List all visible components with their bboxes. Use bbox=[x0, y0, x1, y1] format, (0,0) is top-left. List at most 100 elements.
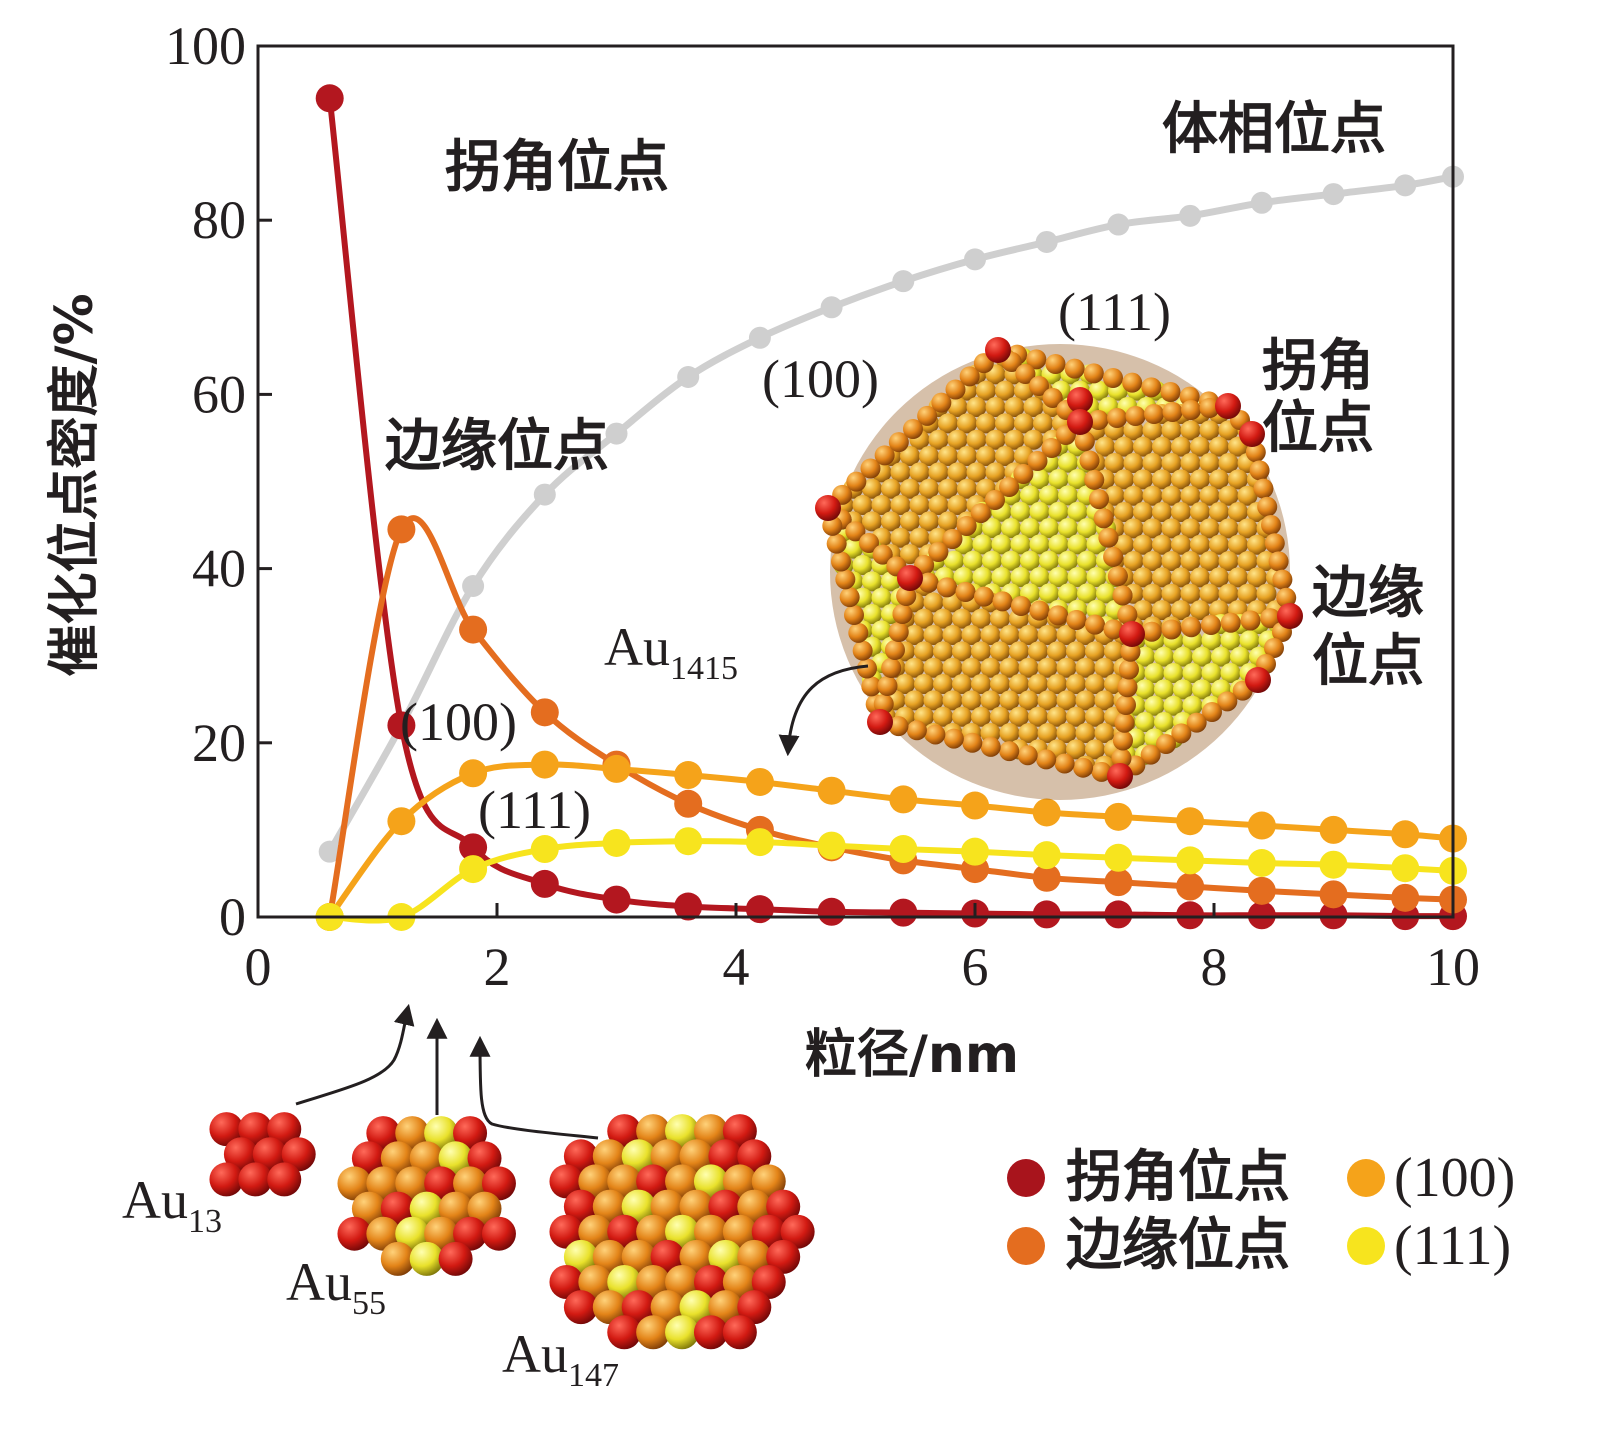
data-point bbox=[1320, 880, 1348, 908]
data-point bbox=[1033, 798, 1061, 826]
data-point bbox=[1394, 174, 1416, 196]
au55-cluster-illustration bbox=[337, 1116, 516, 1276]
y-tick-label: 60 bbox=[192, 364, 246, 424]
cluster-corner-atom bbox=[1277, 603, 1303, 629]
cluster-edge-atom bbox=[1046, 354, 1066, 374]
cluster-edge-atom bbox=[974, 587, 994, 607]
cluster-edge-atom bbox=[1161, 382, 1181, 402]
x-axis-title: 粒径/nm bbox=[805, 1025, 1019, 1085]
data-point bbox=[889, 899, 917, 927]
au147-label: Au147 bbox=[502, 1324, 619, 1394]
cluster-corner-atom bbox=[815, 495, 841, 521]
cluster-corner-atom bbox=[1067, 409, 1093, 435]
data-point bbox=[1176, 846, 1204, 874]
cluster-edge-atom bbox=[848, 623, 868, 643]
big-cluster-name: Au1415 bbox=[604, 617, 738, 687]
data-point bbox=[889, 785, 917, 813]
cluster-edge-atom bbox=[1094, 508, 1114, 528]
cluster-edge-atom bbox=[1113, 585, 1133, 605]
cluster-edge-atom bbox=[1265, 533, 1285, 553]
cluster-atom bbox=[267, 1162, 301, 1196]
data-point bbox=[1036, 231, 1058, 253]
big-cluster-facet-111-label: (111) bbox=[1058, 282, 1171, 342]
small-clusters bbox=[209, 1112, 814, 1349]
data-point bbox=[892, 270, 914, 292]
data-point bbox=[603, 886, 631, 914]
cluster-corner-atom bbox=[897, 565, 923, 591]
cluster-edge-atom bbox=[1253, 479, 1273, 499]
cluster-edge-atom bbox=[1011, 596, 1031, 616]
data-point bbox=[821, 296, 843, 318]
au13-label-base: Au bbox=[122, 1170, 188, 1230]
au1415-cluster-illustration bbox=[815, 337, 1303, 800]
bulk-site-annotation: 体相位点 bbox=[1162, 97, 1386, 162]
data-point bbox=[1391, 884, 1419, 912]
cluster-edge-atom bbox=[1181, 617, 1201, 637]
data-point bbox=[674, 790, 702, 818]
big-cluster-corner-label-line1: 拐角 bbox=[1262, 334, 1374, 399]
big-cluster-edge-label-line2: 位点 bbox=[1312, 629, 1424, 694]
au147-cluster-illustration bbox=[549, 1114, 814, 1349]
data-point bbox=[1179, 205, 1201, 227]
x-tick-label: 0 bbox=[245, 937, 272, 997]
cluster-atom bbox=[723, 1315, 757, 1349]
cluster-edge-atom bbox=[1272, 570, 1292, 590]
data-point bbox=[818, 898, 846, 926]
au13-cluster-illustration bbox=[209, 1112, 315, 1196]
cluster-edge-atom bbox=[1257, 497, 1277, 517]
cluster-corner-atom bbox=[985, 337, 1011, 363]
cluster-edge-atom bbox=[981, 737, 1001, 757]
cluster-edge-atom bbox=[1181, 400, 1201, 420]
data-point bbox=[1391, 820, 1419, 848]
legend-label-edge: 边缘位点 bbox=[1066, 1213, 1290, 1278]
data-point bbox=[1248, 849, 1276, 877]
cluster-edge-atom bbox=[1055, 754, 1075, 774]
cluster-edge-atom bbox=[1241, 611, 1261, 631]
au147-pointer-arrow bbox=[480, 1040, 598, 1138]
legend-swatch-edge bbox=[1007, 1227, 1045, 1265]
cluster-edge-atom bbox=[1089, 489, 1109, 509]
data-point bbox=[603, 829, 631, 857]
cluster-edge-atom bbox=[1115, 713, 1135, 733]
cluster-edge-atom bbox=[831, 552, 851, 572]
data-point bbox=[531, 870, 559, 898]
data-point bbox=[1251, 192, 1273, 214]
x-tick-label: 8 bbox=[1201, 937, 1228, 997]
cluster-edge-atom bbox=[1084, 363, 1104, 383]
cluster-edge-atom bbox=[1103, 368, 1123, 388]
data-point bbox=[1033, 841, 1061, 869]
data-point bbox=[1104, 868, 1132, 896]
cluster-edge-atom bbox=[1118, 677, 1138, 697]
data-point bbox=[746, 828, 774, 856]
data-point bbox=[1104, 844, 1132, 872]
cluster-edge-atom bbox=[1269, 551, 1289, 571]
big-cluster-name-base: Au bbox=[604, 617, 670, 677]
cluster-edge-atom bbox=[878, 676, 898, 696]
cluster-edge-atom bbox=[944, 729, 964, 749]
cluster-edge-atom bbox=[1201, 615, 1221, 635]
big-cluster-edge-label-line1: 边缘 bbox=[1312, 561, 1424, 626]
data-point bbox=[961, 838, 989, 866]
data-point bbox=[1323, 183, 1345, 205]
data-point bbox=[818, 832, 846, 860]
legend-label-corner: 拐角位点 bbox=[1066, 1145, 1290, 1210]
facet-100-annotation: (100) bbox=[400, 692, 517, 752]
legend-label-111: (111) bbox=[1394, 1215, 1511, 1277]
cluster-corner-atom bbox=[1107, 763, 1133, 789]
cluster-edge-atom bbox=[1108, 566, 1128, 586]
cluster-edge-atom bbox=[962, 733, 982, 753]
cluster-edge-atom bbox=[1116, 695, 1136, 715]
cluster-corner-atom bbox=[1245, 667, 1271, 693]
au55-label-sub: 55 bbox=[352, 1285, 386, 1322]
cluster-edge-atom bbox=[827, 534, 847, 554]
cluster-edge-atom bbox=[1162, 620, 1182, 640]
data-point bbox=[1248, 812, 1276, 840]
cluster-edge-atom bbox=[853, 641, 873, 661]
cluster-edge-atom bbox=[1122, 373, 1142, 393]
data-point bbox=[1176, 873, 1204, 901]
cluster-edge-atom bbox=[1079, 451, 1099, 471]
legend-label-100: (100) bbox=[1394, 1147, 1515, 1209]
cluster-edge-atom bbox=[1048, 605, 1068, 625]
cluster-atom bbox=[439, 1242, 473, 1276]
data-point bbox=[818, 777, 846, 805]
